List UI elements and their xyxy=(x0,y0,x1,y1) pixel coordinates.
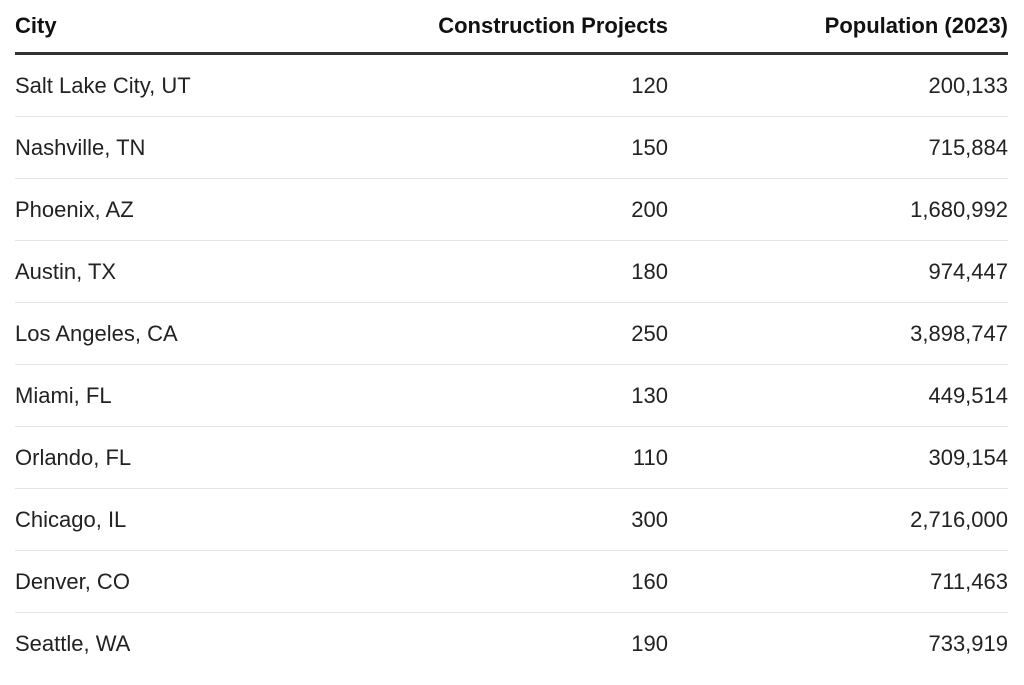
table-header: City Construction Projects Population (2… xyxy=(15,0,1008,55)
cell-city: Phoenix, AZ xyxy=(15,178,315,241)
cell-population: 2,716,000 xyxy=(668,488,1008,551)
cell-projects: 200 xyxy=(315,178,668,241)
cell-projects: 160 xyxy=(315,550,668,613)
cell-projects: 300 xyxy=(315,488,668,551)
cell-city: Austin, TX xyxy=(15,240,315,303)
cell-population: 974,447 xyxy=(668,240,1008,303)
cell-projects: 120 xyxy=(315,53,668,117)
cell-city: Los Angeles, CA xyxy=(15,302,315,365)
cell-city: Nashville, TN xyxy=(15,116,315,179)
table-row: Austin, TX 180 974,447 xyxy=(15,240,1008,303)
table-row: Salt Lake City, UT 120 200,133 xyxy=(15,53,1008,117)
cell-projects: 190 xyxy=(631,630,668,656)
cell-population: 1,680,992 xyxy=(668,178,1008,241)
data-table: City Construction Projects Population (2… xyxy=(15,0,1008,674)
cell-city: Salt Lake City, UT xyxy=(15,53,315,117)
table-row: Nashville, TN 150 715,884 xyxy=(15,116,1008,179)
cell-city: Orlando, FL xyxy=(15,426,315,489)
cell-city: Seattle, WA xyxy=(15,630,131,656)
cell-population: 449,514 xyxy=(668,364,1008,427)
cell-city: Chicago, IL xyxy=(15,488,315,551)
header-row: City Construction Projects Population (2… xyxy=(15,0,1008,55)
table-row: Phoenix, AZ 200 1,680,992 xyxy=(15,178,1008,241)
cell-projects: 250 xyxy=(315,302,668,365)
cell-projects: 150 xyxy=(315,116,668,179)
table-row: Los Angeles, CA 250 3,898,747 xyxy=(15,302,1008,365)
cell-population: 715,884 xyxy=(668,116,1008,179)
table-row: Chicago, IL 300 2,716,000 xyxy=(15,488,1008,551)
table-row: Denver, CO 160 711,463 xyxy=(15,550,1008,613)
cell-population: 3,898,747 xyxy=(668,302,1008,365)
table-row: Miami, FL 130 449,514 xyxy=(15,364,1008,427)
cell-city: Denver, CO xyxy=(15,550,315,613)
cell-population: 200,133 xyxy=(668,53,1008,117)
table-row: Seattle, WA 190 733,919 xyxy=(15,613,1008,675)
cell-population: 711,463 xyxy=(668,550,1008,613)
cell-projects: 110 xyxy=(315,426,668,489)
cell-population: 733,919 xyxy=(928,630,1008,656)
column-header-population: Population (2023) xyxy=(668,0,1008,55)
cell-population: 309,154 xyxy=(668,426,1008,489)
cell-city: Miami, FL xyxy=(15,364,315,427)
column-header-construction-projects: Construction Projects xyxy=(315,0,668,55)
column-header-city: City xyxy=(15,0,315,55)
table-row: Orlando, FL 110 309,154 xyxy=(15,426,1008,489)
cell-projects: 180 xyxy=(315,240,668,303)
data-table-container: City Construction Projects Population (2… xyxy=(15,0,1008,674)
cell-projects: 130 xyxy=(315,364,668,427)
table-body: Salt Lake City, UT 120 200,133 Nashville… xyxy=(15,53,1008,675)
